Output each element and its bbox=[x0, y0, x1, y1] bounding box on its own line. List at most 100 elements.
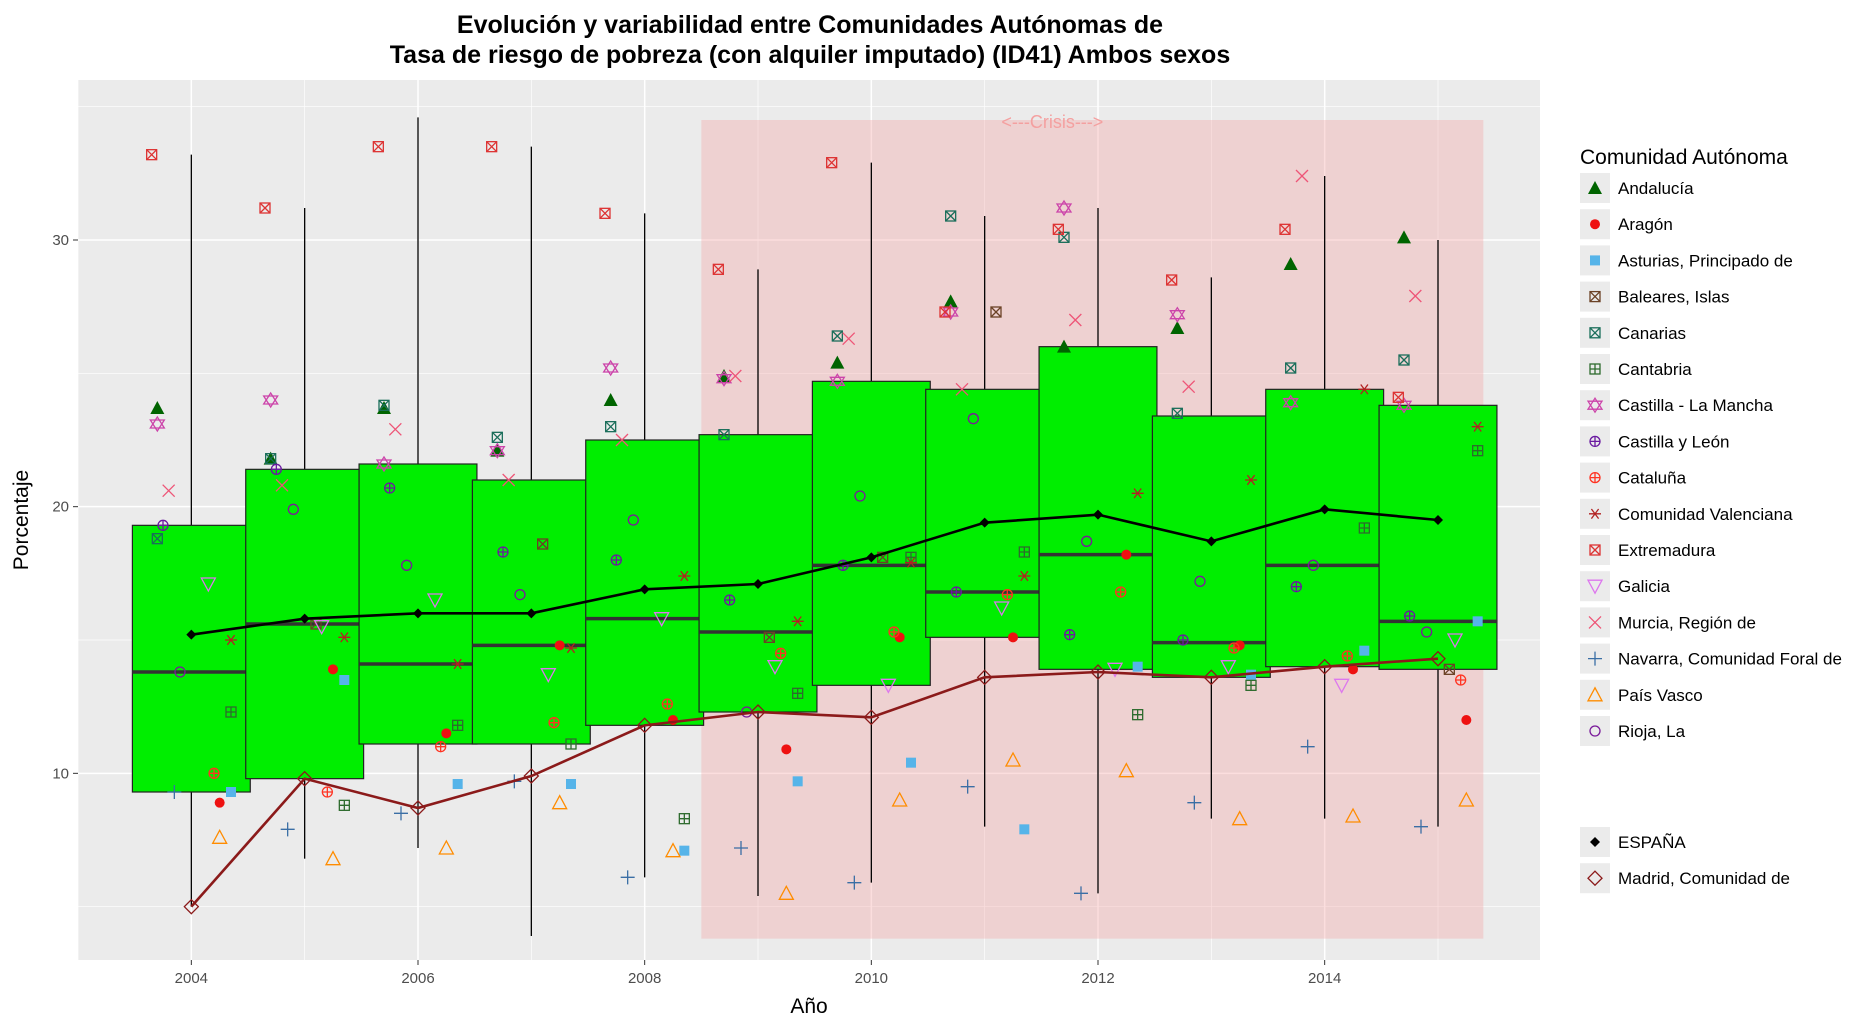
series-asturias-principado-de bbox=[226, 616, 1483, 856]
point-pais-vasco bbox=[438, 839, 455, 855]
point-cataluna bbox=[1341, 650, 1353, 662]
point-madrid-comunidad-de bbox=[183, 898, 200, 915]
boxplot-2004 bbox=[131, 154, 251, 907]
legend-label: Baleares, Islas bbox=[1618, 288, 1730, 307]
point-rioja-la bbox=[401, 559, 413, 571]
point-cantabria bbox=[225, 706, 237, 718]
point-castilla-la-mancha bbox=[375, 455, 393, 473]
point-extremadura bbox=[1166, 274, 1178, 286]
legend-key bbox=[1580, 390, 1610, 421]
point-espana bbox=[526, 608, 537, 619]
legend-item-rioja-la: Rioja, La bbox=[1580, 716, 1686, 746]
point-cataluna bbox=[321, 786, 333, 798]
legend-item-baleares-islas: Baleares, Islas bbox=[1580, 281, 1730, 312]
chart-title-line1: Evolución y variabilidad entre Comunidad… bbox=[457, 11, 1163, 39]
point-extremadura bbox=[826, 157, 838, 169]
legend-label: País Vasco bbox=[1618, 686, 1703, 705]
point-canarias bbox=[491, 431, 503, 443]
point-cataluna bbox=[661, 698, 673, 710]
legend-symbol bbox=[1589, 544, 1601, 556]
point-cataluna bbox=[1228, 642, 1240, 654]
point-navarra-comunidad-foral-de bbox=[1300, 739, 1315, 754]
point-pais-vasco bbox=[1118, 762, 1135, 778]
legend-item-galicia: Galicia bbox=[1580, 571, 1671, 602]
point-navarra-comunidad-foral-de bbox=[167, 785, 182, 799]
point-cantabria bbox=[678, 813, 690, 825]
point-murcia-region-de bbox=[1408, 289, 1422, 303]
point-asturias-principado-de bbox=[1472, 616, 1483, 627]
point-extremadura bbox=[939, 306, 951, 318]
point-cantabria bbox=[452, 719, 464, 731]
point-galicia bbox=[426, 593, 444, 609]
legend-symbol bbox=[1589, 508, 1601, 519]
legend-label: Galicia bbox=[1618, 577, 1671, 596]
point-pais-vasco bbox=[778, 884, 795, 900]
legend-label: Madrid, Comunidad de bbox=[1618, 869, 1790, 888]
legend-item-extremadura: Extremadura bbox=[1580, 535, 1716, 565]
legend-label: Cantabria bbox=[1618, 360, 1692, 379]
point-madrid-comunidad-de bbox=[296, 770, 313, 787]
legend-label: Canarias bbox=[1618, 324, 1686, 343]
point-murcia-region-de bbox=[275, 478, 289, 492]
point-galicia bbox=[1220, 660, 1237, 676]
point-aragon bbox=[894, 632, 905, 643]
point-navarra-comunidad-foral-de bbox=[620, 870, 635, 885]
point-rioja-la bbox=[1194, 575, 1206, 587]
legend-item-cantabria: Cantabria bbox=[1580, 354, 1692, 384]
point-madrid-comunidad-de bbox=[1090, 664, 1106, 680]
point-asturias-principado-de bbox=[1359, 645, 1370, 656]
legend-label: Comunidad Valenciana bbox=[1618, 505, 1793, 524]
point-baleares-islas bbox=[990, 306, 1002, 318]
point-espana bbox=[413, 608, 423, 619]
point-extremadura bbox=[372, 141, 384, 153]
legend-label: Rioja, La bbox=[1618, 722, 1686, 741]
point-cataluna bbox=[208, 767, 220, 779]
point-espana bbox=[186, 629, 197, 640]
legend-symbol bbox=[1586, 396, 1604, 414]
point-castilla-la-mancha bbox=[149, 415, 166, 433]
point-castilla-la-mancha bbox=[602, 359, 619, 377]
point-galicia bbox=[653, 612, 670, 628]
legend-symbol bbox=[1588, 615, 1602, 629]
box-body bbox=[358, 463, 478, 745]
point-rioja-la bbox=[1421, 626, 1433, 638]
point-aragon bbox=[1121, 549, 1132, 560]
point-espana bbox=[1319, 504, 1330, 515]
point-andalucia bbox=[1057, 339, 1071, 353]
legend-label: Extremadura bbox=[1618, 541, 1716, 560]
x-axis-title: Año bbox=[790, 995, 827, 1018]
point-madrid-comunidad-de bbox=[636, 717, 653, 734]
legend-label: Castilla y León bbox=[1618, 432, 1730, 451]
point-asturias-principado-de bbox=[1132, 661, 1143, 672]
point-rioja-la bbox=[174, 666, 186, 678]
legend-item-castilla-la-mancha: Castilla - La Mancha bbox=[1580, 390, 1774, 421]
point-cantabria bbox=[338, 799, 350, 811]
legend-symbol bbox=[1589, 471, 1601, 484]
point-comunidad-valenciana bbox=[791, 616, 804, 627]
series-cantabria bbox=[225, 445, 1484, 825]
chart-title-line2: Tasa de riesgo de pobreza (con alquiler … bbox=[390, 41, 1230, 69]
point-extremadura bbox=[1052, 223, 1064, 235]
box-body bbox=[811, 380, 931, 686]
legend-label: Castilla - La Mancha bbox=[1618, 396, 1774, 415]
point-asturias-principado-de bbox=[339, 675, 350, 685]
point-andalucia bbox=[1170, 321, 1185, 334]
point-cataluna bbox=[888, 626, 900, 638]
point-murcia-region-de bbox=[955, 382, 969, 396]
point-andalucia bbox=[830, 355, 845, 369]
point-espana bbox=[979, 517, 990, 528]
point-navarra-comunidad-foral-de bbox=[394, 806, 408, 821]
boxplot-2008 bbox=[585, 213, 705, 878]
legend-item-madrid-comunidad-de: Madrid, Comunidad de bbox=[1580, 863, 1790, 894]
point-andalucia bbox=[943, 294, 958, 308]
point-castilla-y-leon bbox=[724, 594, 736, 606]
legend-label: Aragón bbox=[1618, 215, 1673, 234]
series-comunidad-valenciana bbox=[225, 384, 1484, 670]
y-tick-label: 10 bbox=[52, 765, 69, 782]
point-rioja-la bbox=[967, 413, 979, 425]
point-cantabria bbox=[565, 738, 577, 750]
point-pais-vasco bbox=[1344, 807, 1362, 823]
point-castilla-y-leon bbox=[1064, 629, 1076, 641]
point-cataluna bbox=[435, 741, 447, 753]
point-comunidad-valenciana bbox=[678, 570, 691, 582]
